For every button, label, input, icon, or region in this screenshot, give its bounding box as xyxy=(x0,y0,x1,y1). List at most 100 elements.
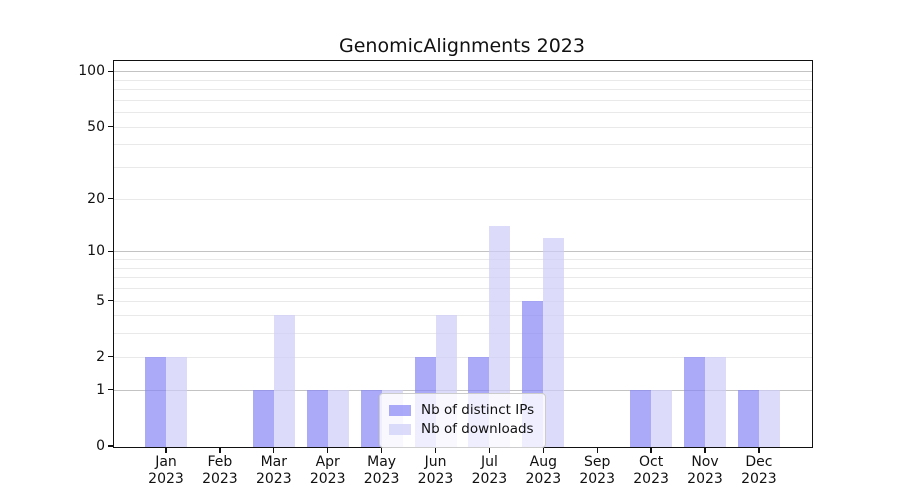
x-tick-year: 2023 xyxy=(525,471,562,487)
x-tick-label: Nov 2023 xyxy=(675,454,735,488)
legend-label: Nb of downloads xyxy=(421,421,534,437)
y-tick-label: 1 xyxy=(96,381,105,398)
y-tick-label: 50 xyxy=(87,118,105,135)
chart-title: GenomicAlignments 2023 xyxy=(339,35,585,57)
bar-oct-downloads xyxy=(651,389,673,447)
x-tick-mark xyxy=(434,448,437,454)
x-tick-label: Jul 2023 xyxy=(459,454,519,488)
x-tick-month: Jun xyxy=(424,454,447,470)
x-tick-mark xyxy=(650,448,652,454)
x-tick-month: Apr xyxy=(315,454,340,470)
bar-nov-downloads xyxy=(705,356,726,447)
y-tick-label: 2 xyxy=(96,348,105,365)
x-tick-label: May 2023 xyxy=(352,454,412,488)
minor-gridline xyxy=(114,287,812,289)
minor-gridline xyxy=(114,79,812,81)
x-tick-month: Feb xyxy=(207,454,233,470)
y-tick-mark xyxy=(107,126,113,128)
x-tick-label: Jan 2023 xyxy=(136,454,196,488)
x-tick-label: Mar 2023 xyxy=(244,454,304,488)
major-gridline xyxy=(114,389,812,391)
x-tick-label: Aug 2023 xyxy=(513,454,573,488)
minor-gridline xyxy=(114,198,812,200)
y-tick-mark xyxy=(107,70,113,72)
bar-apr-distinct-ips xyxy=(306,389,328,447)
bar-aug-downloads xyxy=(543,237,565,447)
minor-gridline xyxy=(114,167,812,169)
x-tick-mark xyxy=(542,448,544,454)
major-gridline xyxy=(114,71,812,73)
legend: Nb of distinct IPs Nb of downloads xyxy=(379,393,547,448)
x-tick-month: Oct xyxy=(638,454,664,470)
x-tick-mark xyxy=(273,448,275,454)
x-tick-month: May xyxy=(367,454,397,470)
y-tick-mark xyxy=(107,356,113,358)
minor-gridline xyxy=(114,89,812,91)
x-tick-mark xyxy=(380,448,383,454)
minor-gridline xyxy=(114,333,812,335)
bar-may-distinct-ips xyxy=(360,389,382,447)
x-tick-year: 2023 xyxy=(687,471,723,487)
y-tick-mark xyxy=(107,198,113,200)
bar-dec-distinct-ips xyxy=(737,389,759,447)
x-tick-mark xyxy=(704,448,706,454)
x-tick-month: Dec xyxy=(745,454,773,470)
plot-area: 0 1 2 5 10 20 50 100 Jan 2023 Feb 2023 Mar 2023 Apr 20… xyxy=(78,60,813,487)
legend-entry: Nb of downloads xyxy=(389,421,534,438)
bar-oct-distinct-ips xyxy=(630,389,652,447)
bar-mar-downloads xyxy=(273,315,295,447)
legend-entry: Nb of distinct IPs xyxy=(389,402,534,419)
minor-gridline xyxy=(114,112,812,114)
x-tick-mark xyxy=(327,448,329,454)
y-tick-label: 0 xyxy=(96,438,105,454)
x-tick-year: 2023 xyxy=(255,471,292,487)
legend-label: Nb of distinct IPs xyxy=(421,402,535,418)
x-tick-month: Jan xyxy=(155,454,177,470)
minor-gridline xyxy=(114,99,812,101)
y-tick-label: 20 xyxy=(87,190,105,207)
y-tick-mark xyxy=(107,445,113,447)
minor-gridline xyxy=(114,315,812,317)
y-tick-mark xyxy=(107,299,113,302)
x-tick-month: Sep xyxy=(583,454,611,470)
bar-dec-downloads xyxy=(758,389,780,447)
y-tick-label: 5 xyxy=(96,292,105,309)
legend-swatch xyxy=(389,405,411,416)
x-tick-year: 2023 xyxy=(417,471,454,487)
bar-jul-downloads xyxy=(489,226,511,447)
x-tick-label: Apr 2023 xyxy=(298,454,358,488)
minor-gridline xyxy=(114,277,812,279)
x-tick-label: Oct 2023 xyxy=(621,454,681,488)
x-tick-label: Feb 2023 xyxy=(190,454,250,488)
y-tick-label: 100 xyxy=(78,63,105,80)
minor-gridline xyxy=(114,259,812,261)
y-tick-mark xyxy=(107,250,113,252)
y-tick-mark xyxy=(107,389,113,391)
x-tick-year: 2023 xyxy=(202,471,238,487)
minor-gridline xyxy=(114,267,812,269)
x-tick-label: Jun 2023 xyxy=(406,454,466,488)
legend-swatch xyxy=(389,424,411,435)
bar-mar-distinct-ips xyxy=(252,389,274,447)
x-tick-mark xyxy=(219,448,221,454)
major-gridline xyxy=(114,251,812,253)
bar-apr-downloads xyxy=(327,389,349,447)
x-tick-label: Sep 2023 xyxy=(567,454,627,488)
minor-gridline xyxy=(114,356,812,358)
x-tick-mark xyxy=(758,448,760,454)
x-tick-month: Aug xyxy=(529,454,557,470)
x-tick-month: Nov xyxy=(691,454,719,470)
x-tick-mark xyxy=(596,448,598,454)
bar-jan-downloads xyxy=(166,356,187,447)
minor-gridline xyxy=(114,300,812,302)
x-tick-label: Dec 2023 xyxy=(729,454,789,488)
minor-gridline xyxy=(114,126,812,128)
x-tick-year: 2023 xyxy=(579,471,615,487)
y-tick-label: 10 xyxy=(87,243,105,260)
x-tick-month: Jul xyxy=(480,454,498,470)
x-tick-year: 2023 xyxy=(741,471,777,487)
x-tick-year: 2023 xyxy=(633,471,669,487)
x-tick-mark xyxy=(488,448,491,454)
x-tick-year: 2023 xyxy=(148,471,184,487)
